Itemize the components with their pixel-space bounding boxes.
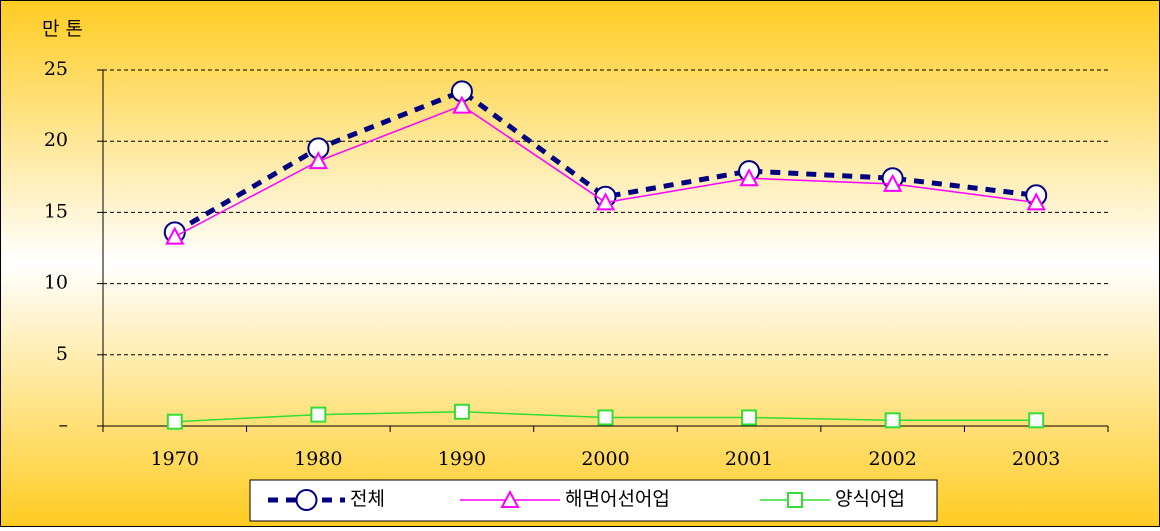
legend-label: 전체	[350, 488, 385, 510]
marker	[1026, 192, 1046, 211]
marker	[884, 412, 901, 429]
marker	[452, 95, 472, 114]
x-tick-label: 1990	[438, 448, 486, 470]
y-tick-label: 10	[44, 272, 68, 294]
x-tick-label: 1980	[294, 448, 342, 470]
marker	[1028, 412, 1045, 429]
legend-label: 양식어업	[835, 488, 905, 510]
x-tick-label: 2000	[581, 448, 629, 470]
y-tick-label: 15	[44, 200, 68, 222]
marker	[739, 168, 759, 187]
marker	[310, 406, 327, 423]
y-tick-label: 20	[44, 129, 68, 151]
y-tick-label: 25	[44, 58, 68, 80]
marker	[500, 489, 520, 508]
marker	[453, 403, 470, 420]
marker	[165, 226, 185, 245]
marker	[741, 409, 758, 426]
marker	[882, 173, 903, 192]
marker	[595, 192, 616, 211]
marker	[597, 409, 614, 426]
marker	[295, 489, 318, 511]
y-tick-label: –	[59, 414, 69, 436]
marker	[787, 492, 803, 508]
x-tick-label: 2001	[725, 448, 773, 470]
y-tick-label: 5	[56, 343, 68, 365]
x-tick-label: 2002	[868, 448, 916, 470]
x-tick-label: 2003	[1012, 448, 1060, 470]
y-axis-label: 만 톤	[42, 18, 83, 40]
marker	[166, 413, 183, 430]
legend-label: 해면어선어업	[565, 488, 670, 510]
x-tick-label: 1970	[151, 448, 199, 470]
marker	[308, 151, 329, 170]
